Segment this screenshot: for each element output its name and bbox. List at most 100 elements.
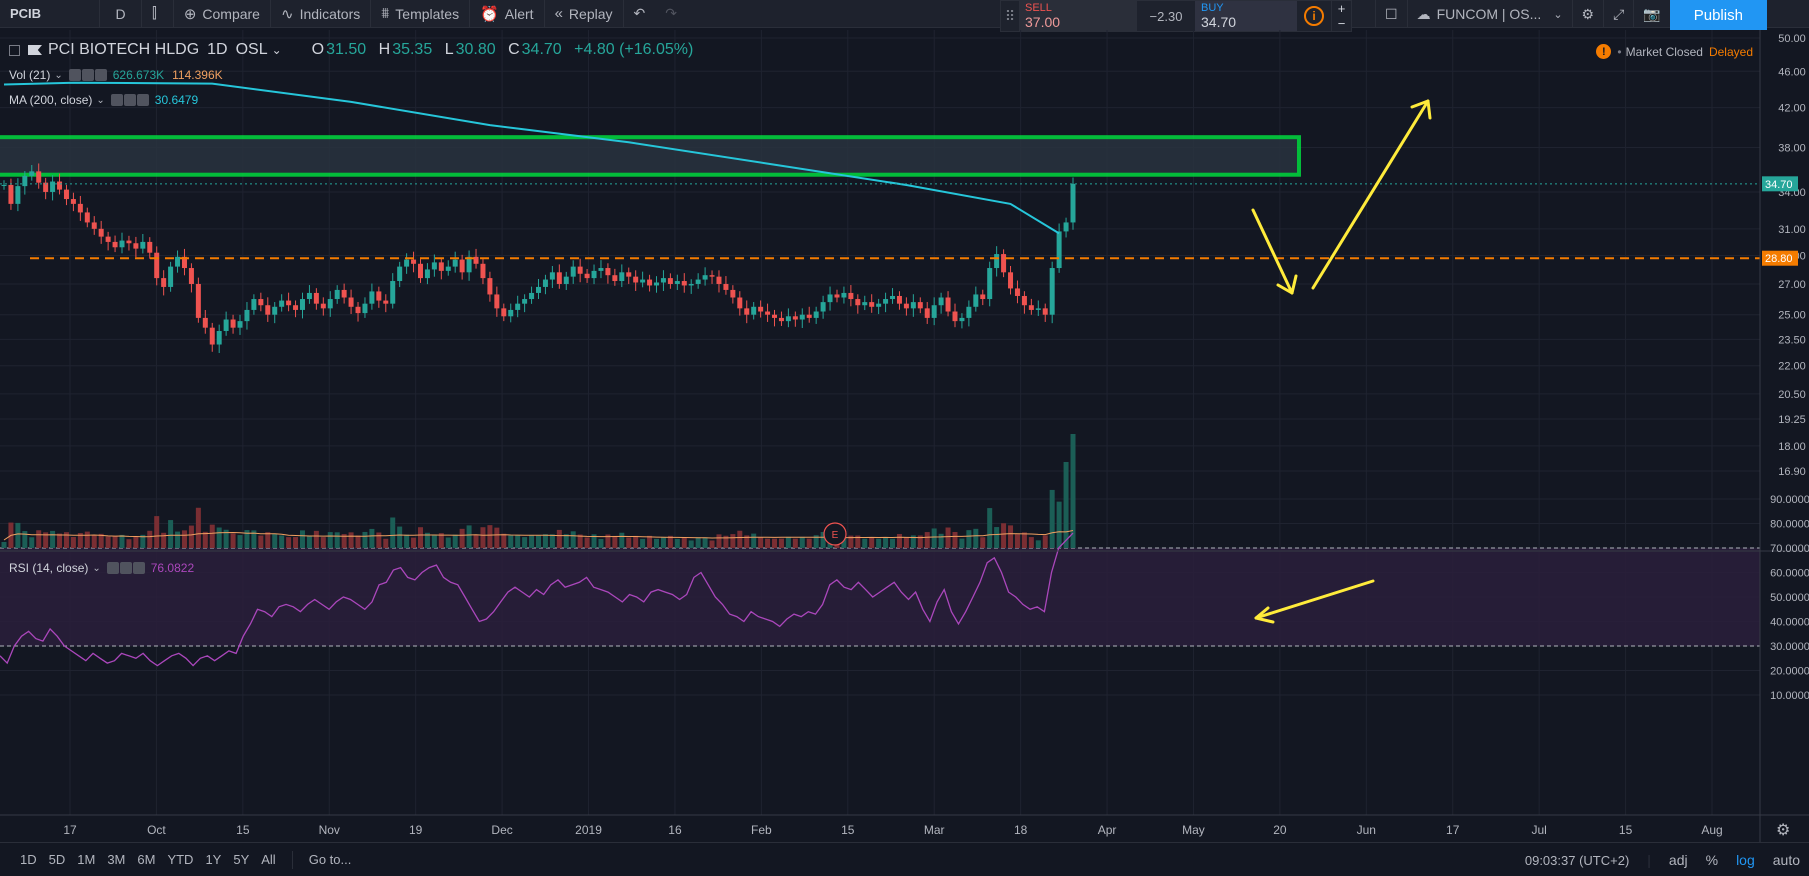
percent-toggle[interactable]: % bbox=[1705, 852, 1719, 868]
volume-bar bbox=[480, 527, 486, 548]
volume-bar bbox=[612, 535, 618, 548]
indicator-buttons[interactable] bbox=[106, 562, 145, 574]
price-tick-label: 27.00 bbox=[1778, 279, 1806, 291]
redo-button[interactable]: ↷ bbox=[655, 0, 687, 27]
resistance-zone-box[interactable] bbox=[0, 135, 1301, 177]
range-button-3m[interactable]: 3M bbox=[107, 852, 126, 867]
range-button-1d[interactable]: 1D bbox=[20, 852, 37, 867]
range-button-6m[interactable]: 6M bbox=[137, 852, 156, 867]
candle bbox=[105, 231, 111, 251]
candle bbox=[813, 306, 819, 324]
price-axis[interactable]: 16.90 18.00 19.25 20.50 22.00 23.50 25.00 27.00… bbox=[1778, 33, 1806, 478]
up-arrow[interactable] bbox=[1311, 99, 1430, 290]
rsi-tick-label: 80.0000 bbox=[1770, 519, 1809, 531]
candle bbox=[202, 309, 208, 334]
chevron-down-icon[interactable]: ⌄ bbox=[92, 562, 101, 574]
undo-button[interactable]: ↶ bbox=[624, 0, 656, 27]
volume-bar bbox=[1021, 532, 1027, 548]
annotation-arrows[interactable] bbox=[1251, 99, 1432, 624]
volume-bar bbox=[695, 537, 701, 548]
price-tick-label: 23.50 bbox=[1778, 334, 1806, 346]
rsi-value: 76.0822 bbox=[150, 561, 195, 575]
volume-bar bbox=[806, 538, 812, 548]
time-tick-label: 19 bbox=[409, 823, 423, 837]
quantity-plus-button[interactable]: + bbox=[1337, 1, 1346, 16]
clock-time[interactable]: 09:03:37 (UTC+2) bbox=[1524, 852, 1630, 868]
price-chart[interactable]: E 16.90 18.00 19.25 20.50 22.00 23.50 25.00 27.… bbox=[0, 30, 1809, 842]
down-arrow[interactable] bbox=[1251, 208, 1294, 295]
range-button-1y[interactable]: 1Y bbox=[205, 852, 222, 867]
volume-bar bbox=[536, 535, 541, 548]
drag-handle-icon[interactable]: ⠿ bbox=[1004, 7, 1016, 24]
adj-toggle[interactable]: adj bbox=[1668, 852, 1688, 868]
buy-button[interactable]: BUY 34.70 bbox=[1195, 1, 1297, 31]
snapshot-button[interactable]: 📷 bbox=[1633, 0, 1669, 28]
symbol-search-button[interactable]: PCIB bbox=[0, 0, 100, 27]
candle bbox=[806, 306, 812, 323]
goto-button[interactable]: Go to... bbox=[308, 852, 352, 867]
volume-bar bbox=[1063, 462, 1069, 548]
candle bbox=[119, 232, 125, 254]
info-button[interactable]: i bbox=[1297, 1, 1331, 31]
candles-icon: ⫿ bbox=[152, 5, 157, 22]
quantity-minus-button[interactable]: − bbox=[1337, 16, 1346, 31]
volume-bar bbox=[563, 534, 569, 548]
candle bbox=[195, 277, 201, 323]
rsi-axis[interactable]: 10.0000 20.0000 30.0000 40.0000 50.0000 60.00… bbox=[1770, 494, 1809, 702]
volume-label[interactable]: Vol (21) bbox=[9, 68, 51, 82]
ma-label[interactable]: MA (200, close) bbox=[9, 93, 93, 107]
chevron-down-icon[interactable]: ⌄ bbox=[271, 43, 282, 57]
candle bbox=[244, 302, 250, 330]
chevron-down-icon[interactable]: ⌄ bbox=[96, 94, 105, 106]
indicator-buttons[interactable] bbox=[110, 94, 149, 106]
templates-button[interactable]: ⩩ Templates bbox=[371, 0, 471, 27]
publish-button[interactable]: Publish bbox=[1669, 0, 1767, 30]
log-toggle[interactable]: log bbox=[1736, 852, 1755, 868]
candle bbox=[383, 294, 389, 313]
candle bbox=[70, 192, 76, 212]
rsi-tick-label: 90.0000 bbox=[1770, 494, 1809, 506]
collapse-icon[interactable] bbox=[9, 44, 20, 56]
instrument-name[interactable]: PCI BIOTECH HLDG bbox=[48, 41, 200, 58]
volume-bar bbox=[223, 529, 229, 548]
range-button-1m[interactable]: 1M bbox=[77, 852, 96, 867]
range-button-5d[interactable]: 5D bbox=[48, 852, 66, 867]
axis-settings-button[interactable]: ⚙ bbox=[1776, 820, 1790, 839]
volume-bar bbox=[542, 534, 548, 548]
legend-interval: 1D bbox=[207, 41, 228, 58]
volume-bar bbox=[438, 533, 444, 548]
range-button-ytd[interactable]: YTD bbox=[167, 852, 194, 867]
fullscreen-layout-button[interactable]: ☐ bbox=[1375, 0, 1407, 28]
fullscreen-button[interactable]: ⤢ bbox=[1603, 0, 1633, 28]
sell-button[interactable]: SELL 37.00 bbox=[1019, 1, 1137, 31]
earnings-marker[interactable]: E bbox=[823, 522, 847, 546]
chevron-down-icon[interactable]: ⌄ bbox=[54, 69, 63, 81]
price-tick-label: 16.90 bbox=[1778, 466, 1806, 478]
range-button-all[interactable]: All bbox=[261, 852, 276, 867]
interval-button[interactable]: D bbox=[100, 0, 142, 27]
ma-legend: MA (200, close) ⌄ 30.6479 bbox=[9, 93, 198, 107]
rsi-label[interactable]: RSI (14, close) bbox=[9, 561, 89, 575]
settings-button[interactable]: ⚙ bbox=[1571, 0, 1604, 28]
time-tick-label: 15 bbox=[841, 823, 855, 837]
volume-bar bbox=[549, 534, 555, 548]
down-arrowhead bbox=[1276, 274, 1298, 295]
compare-button[interactable]: ⊕ Compare bbox=[174, 0, 271, 27]
auto-toggle[interactable]: auto bbox=[1772, 852, 1800, 868]
replay-button[interactable]: « Replay bbox=[545, 0, 624, 27]
watchlist-button[interactable]: ☁ FUNCOM | OS... ⌄ bbox=[1406, 0, 1572, 28]
rsi-levels bbox=[0, 547, 1760, 647]
range-button-5y[interactable]: 5Y bbox=[233, 852, 250, 867]
alert-button[interactable]: ⏰ Alert bbox=[470, 0, 545, 27]
time-axis[interactable]: 17 Oct 15 Nov 19 Dec 2019 16 Feb 15 Mar 18 Apr May 20 J… bbox=[63, 823, 1722, 837]
rsi-arrow[interactable] bbox=[1254, 579, 1375, 620]
rsi-tick-label: 20.0000 bbox=[1770, 666, 1809, 678]
candle bbox=[98, 220, 104, 244]
volume-bar bbox=[591, 534, 597, 548]
indicator-buttons[interactable] bbox=[68, 69, 107, 81]
candle bbox=[549, 265, 555, 289]
volume-bar bbox=[77, 533, 83, 548]
indicators-button[interactable]: ∿ Indicators bbox=[271, 0, 372, 27]
time-tick-label: Apr bbox=[1098, 823, 1117, 837]
chart-style-button[interactable]: ⫿ bbox=[142, 0, 174, 27]
